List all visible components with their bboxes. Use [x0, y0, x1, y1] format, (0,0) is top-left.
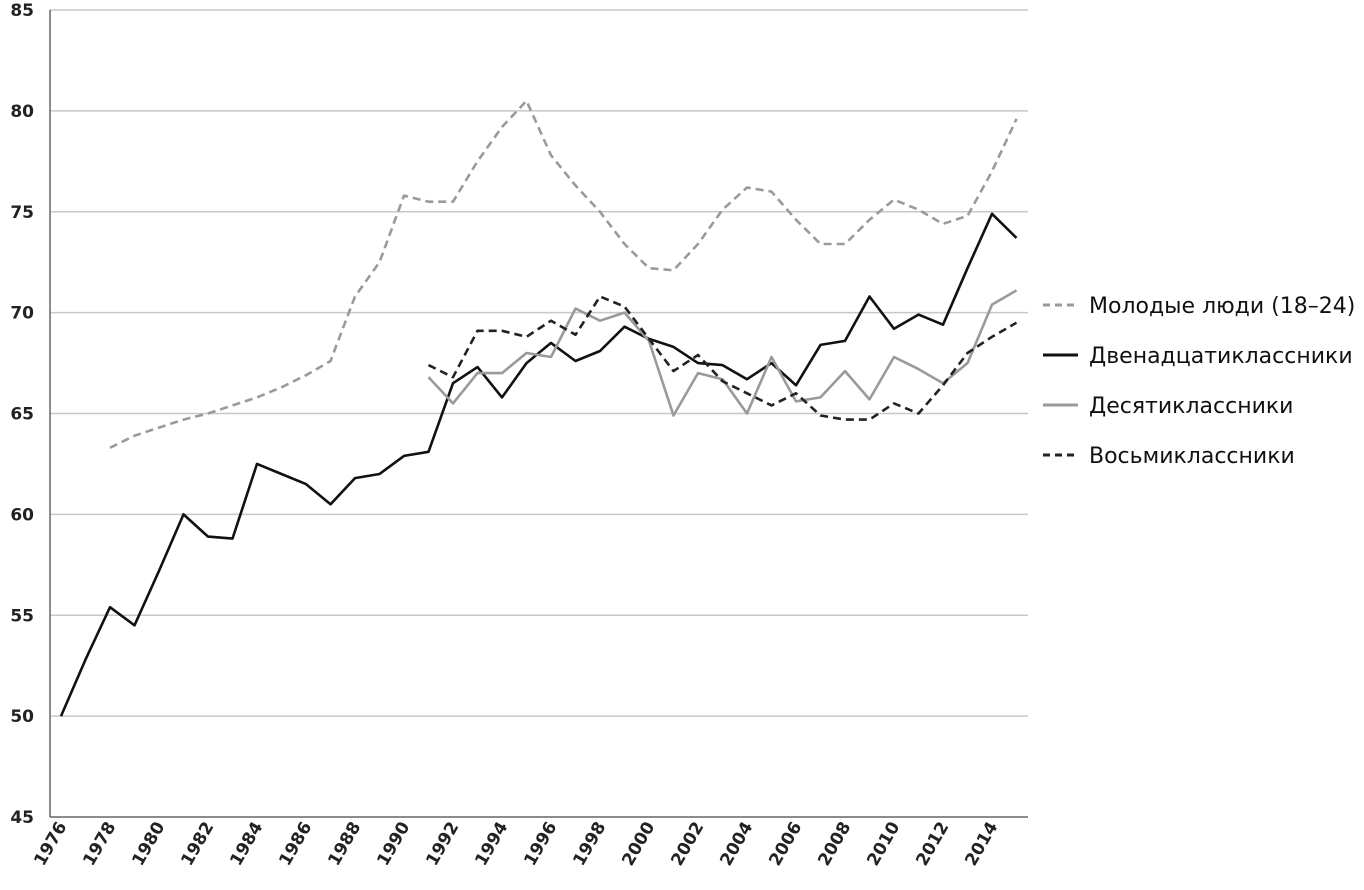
legend-label: Молодые люди (18–24)	[1089, 294, 1355, 319]
y-tick-label: 65	[10, 405, 34, 425]
x-tick-label: 1990	[373, 818, 414, 869]
y-tick-labels: 45 50 55 60 65 70 75 80 85	[10, 1, 34, 828]
series-lines	[59, 99, 1018, 717]
x-tick-label: 2004	[716, 818, 757, 869]
series-line	[59, 212, 1018, 717]
x-tick-label: 2008	[814, 819, 855, 870]
y-tick-label: 80	[10, 102, 34, 122]
x-tick-label: 1996	[520, 819, 561, 870]
y-tick-label: 45	[10, 808, 34, 828]
x-tick-label: 1994	[471, 818, 512, 869]
y-tick-label: 55	[10, 606, 34, 626]
x-tick-label: 2014	[961, 818, 1002, 869]
legend-label: Десятиклассники	[1089, 394, 1293, 419]
x-tick-label: 2012	[912, 819, 953, 870]
x-tick-label: 1986	[275, 819, 316, 870]
x-tick-label: 1992	[422, 819, 463, 870]
x-tick-label: 2006	[765, 819, 806, 870]
y-tick-label: 50	[10, 707, 34, 727]
legend-label: Восьмиклассники	[1089, 444, 1295, 469]
series-line	[109, 99, 1018, 449]
x-tick-label: 1984	[226, 818, 267, 869]
x-tick-labels: 1976 1978 1980 1982 1984 1986 1988 1990 1992 1994…	[30, 818, 1002, 869]
legend: Молодые люди (18–24) Двенадцатиклассники Д…	[1043, 294, 1355, 469]
x-tick-label: 1998	[569, 819, 610, 870]
x-tick-label: 1988	[324, 819, 365, 870]
x-tick-label: 2010	[863, 818, 904, 869]
x-tick-label: 2000	[618, 818, 659, 869]
series-line	[427, 289, 1018, 417]
axes	[49, 10, 1028, 818]
y-tick-label: 70	[10, 304, 34, 324]
legend-label: Двенадцатиклассники	[1089, 344, 1353, 369]
x-tick-label: 1980	[128, 818, 169, 869]
x-tick-label: 1976	[30, 819, 71, 870]
y-tick-label: 75	[10, 203, 34, 223]
x-tick-label: 2002	[667, 819, 708, 870]
y-tick-label: 85	[10, 1, 34, 21]
x-tick-label: 1978	[79, 819, 120, 870]
y-tick-label: 60	[10, 505, 34, 525]
series-line	[427, 295, 1018, 421]
gridlines	[50, 9, 1028, 717]
x-tick-label: 1982	[177, 819, 218, 870]
